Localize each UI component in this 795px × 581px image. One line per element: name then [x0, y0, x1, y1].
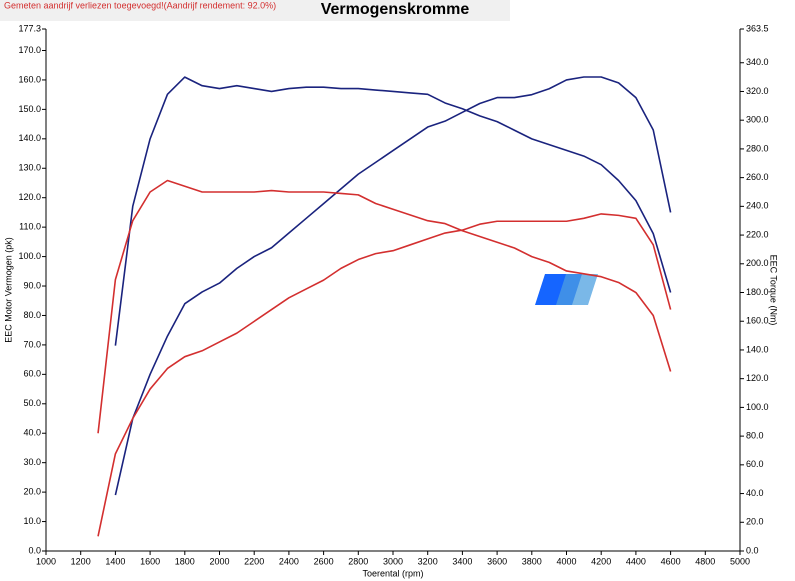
y-tick-label: 120.0 [18, 192, 41, 202]
x-tick-label: 3400 [452, 556, 472, 566]
x-tick-label: 4600 [661, 556, 681, 566]
y-tick-label: 40.0 [23, 428, 41, 438]
x-tick-label: 4800 [695, 556, 715, 566]
x-tick-label: 1800 [175, 556, 195, 566]
y-tick-label: 170.0 [18, 45, 41, 55]
y2-tick-label: 363.5 [746, 23, 769, 33]
y2-tick-label: 180.0 [746, 287, 769, 297]
y2-tick-label: 80.0 [746, 430, 764, 440]
y-tick-label: 80.0 [23, 310, 41, 320]
series-line [97, 179, 672, 434]
y2-tick-label: 0.0 [746, 545, 759, 555]
y2-tick-label: 340.0 [746, 57, 769, 67]
x-tick-label: 2200 [244, 556, 264, 566]
x-tick-label: 5000 [730, 556, 750, 566]
x-tick-label: 2800 [348, 556, 368, 566]
y-axis-label: EEC Motor Vermogen (pk) [3, 237, 13, 343]
y2-tick-label: 160.0 [746, 316, 769, 326]
x-tick-label: 2600 [314, 556, 334, 566]
y2-tick-label: 260.0 [746, 172, 769, 182]
y-tick-label: 70.0 [23, 339, 41, 349]
x-tick-label: 1200 [71, 556, 91, 566]
y2-tick-label: 60.0 [746, 459, 764, 469]
y-tick-label: 10.0 [23, 516, 41, 526]
y-tick-label: 90.0 [23, 280, 41, 290]
series-line [114, 76, 672, 496]
x-tick-label: 1600 [140, 556, 160, 566]
y-tick-label: 50.0 [23, 398, 41, 408]
chart-title: Vermogenskromme [321, 1, 470, 18]
y-tick-label: 0.0 [28, 545, 41, 555]
y2-tick-label: 200.0 [746, 258, 769, 268]
x-tick-label: 1400 [105, 556, 125, 566]
x-axis-label: Toerental (rpm) [362, 568, 423, 578]
y-tick-label: 30.0 [23, 457, 41, 467]
x-tick-label: 3600 [487, 556, 507, 566]
y2-axis-label: EEC Torque (Nm) [769, 255, 779, 326]
header-bar [0, 0, 510, 21]
y2-tick-label: 220.0 [746, 229, 769, 239]
y-tick-label: 110.0 [19, 222, 41, 232]
y-tick-label: 150.0 [18, 104, 41, 114]
y2-tick-label: 140.0 [746, 344, 769, 354]
y2-tick-label: 300.0 [746, 115, 769, 125]
y2-tick-label: 240.0 [746, 201, 769, 211]
logo-stripe [556, 274, 584, 305]
note: Gemeten aandrijf verliezen toegevoegd!(A… [4, 0, 276, 10]
x-tick-label: 3800 [522, 556, 542, 566]
y2-tick-label: 100.0 [746, 402, 769, 412]
y2-tick-label: 20.0 [746, 517, 764, 527]
y2-tick-label: 320.0 [746, 86, 769, 96]
series-line [114, 76, 672, 346]
y-tick-label: 20.0 [23, 486, 41, 496]
logo-stripe [572, 274, 598, 305]
x-tick-label: 3200 [418, 556, 438, 566]
y-tick-label: 100.0 [18, 251, 41, 261]
logo-backdrop [215, 276, 515, 304]
y2-tick-label: 120.0 [746, 373, 769, 383]
logo [215, 274, 598, 305]
series-line [97, 213, 672, 537]
x-tick-label: 2400 [279, 556, 299, 566]
x-tick-label: 4200 [591, 556, 611, 566]
y-tick-label: 130.0 [18, 163, 41, 173]
y-tick-label: 140.0 [18, 133, 41, 143]
y-tick-label: 60.0 [23, 369, 41, 379]
y2-tick-label: 280.0 [746, 143, 769, 153]
x-tick-label: 2000 [209, 556, 229, 566]
x-tick-label: 1000 [36, 556, 56, 566]
x-tick-label: 3000 [383, 556, 403, 566]
x-tick-label: 4000 [556, 556, 576, 566]
y-tick-label: 177.3 [18, 23, 41, 33]
y2-tick-label: 40.0 [746, 488, 764, 498]
y-tick-label: 160.0 [18, 74, 41, 84]
x-tick-label: 4400 [626, 556, 646, 566]
